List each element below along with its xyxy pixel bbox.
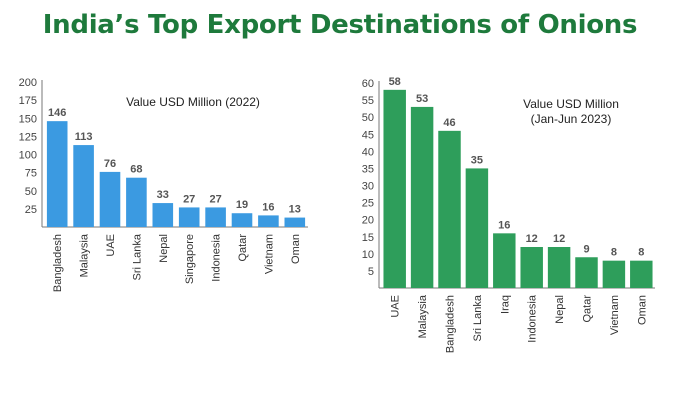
chart2-y-tick-label: 5 <box>368 266 374 278</box>
chart1-category-label: Singapore <box>184 234 196 284</box>
chart2-bar <box>438 130 461 288</box>
chart2-category-label: Bangladesh <box>445 295 457 353</box>
chart1-bar <box>284 217 306 227</box>
chart2-category-label: Oman <box>636 295 648 325</box>
chart1-category-label: Nepal <box>158 234 170 263</box>
chart2-category-label: Nepal <box>554 295 566 324</box>
chart1-data-label: 13 <box>289 204 301 216</box>
chart1-category-label: Malaysia <box>79 233 91 277</box>
chart1-bar <box>205 207 226 227</box>
chart2-category-label: Vietnam <box>609 295 621 335</box>
chart1-bar <box>178 207 200 227</box>
chart1-y-tick-label: 150 <box>19 113 37 125</box>
chart2-bar <box>465 168 489 288</box>
chart1-y-tick-label: 125 <box>19 131 37 143</box>
chart1-y-tick-label: 75 <box>25 168 37 180</box>
chart2-subtitle: (Jan-Jun 2023) <box>531 112 612 126</box>
chart2-data-label: 8 <box>611 247 617 259</box>
chart2-y-tick-label: 45 <box>362 129 374 141</box>
chart2-y-tick-label: 30 <box>362 181 374 193</box>
chart2-bar <box>493 233 516 288</box>
chart1-category-label: Qatar <box>237 234 249 262</box>
chart2-y-tick-label: 60 <box>362 78 374 90</box>
chart2-bar <box>575 257 598 288</box>
chart2-title: Value USD Million <box>523 97 619 111</box>
chart1-category-label: Indonesia <box>211 233 223 282</box>
chart2-data-label: 35 <box>471 154 483 166</box>
page-title: India’s Top Export Destinations of Onion… <box>42 10 638 40</box>
chart2-category-label: Indonesia <box>527 294 539 343</box>
chart2-data-label: 16 <box>498 219 510 231</box>
chart2-category-label: Iraq <box>499 295 511 314</box>
chart2-bar <box>602 260 626 288</box>
chart1-y-tick-label: 50 <box>25 186 37 198</box>
chart2-data-label: 12 <box>553 233 565 245</box>
chart1-data-label: 27 <box>183 193 195 205</box>
chart1-bar <box>46 121 68 227</box>
chart2-y-tick-label: 40 <box>362 146 374 158</box>
chart2-data-label: 12 <box>526 233 538 245</box>
chart1-y-tick-label: 25 <box>25 204 37 216</box>
chart2-y-tick-label: 25 <box>362 198 374 210</box>
chart2-category-label: UAE <box>390 295 402 318</box>
chart2-bar <box>547 247 571 288</box>
chart2-bar <box>520 247 543 288</box>
chart1-bar <box>258 215 279 227</box>
chart2-bar <box>630 260 653 288</box>
chart1-data-label: 76 <box>104 158 116 170</box>
chart2-y-tick-label: 55 <box>362 95 374 107</box>
chart2-y-tick-label: 35 <box>362 163 374 175</box>
chart2-data-label: 8 <box>638 247 644 259</box>
chart2-data-label: 53 <box>416 93 428 105</box>
chart2-y-tick-label: 20 <box>362 215 374 227</box>
chart2-data-label: 46 <box>443 117 455 129</box>
chart2-y-tick-label: 50 <box>362 112 374 124</box>
chart1-category-label: Sri Lanka <box>131 233 143 280</box>
chart1-y-tick-label: 200 <box>19 77 37 89</box>
chart1-data-label: 27 <box>209 193 221 205</box>
chart2-data-label: 9 <box>583 243 589 255</box>
chart1-bar <box>152 203 174 227</box>
chart1-bar <box>231 213 253 227</box>
chart1-data-label: 113 <box>75 131 93 143</box>
chart2-category-label: Sri Lanka <box>472 294 484 341</box>
chart1-data-label: 68 <box>130 164 142 176</box>
chart1-category-label: Oman <box>290 234 302 264</box>
chart1-category-label: Vietnam <box>263 234 275 274</box>
chart2-data-label: 58 <box>389 76 401 88</box>
chart1-data-label: 33 <box>157 189 169 201</box>
chart1-data-label: 16 <box>262 201 274 213</box>
chart2-y-tick-label: 10 <box>362 249 374 261</box>
chart2-bar <box>383 89 406 288</box>
chart1-bar <box>73 145 94 227</box>
chart2-bar <box>410 106 434 289</box>
chart1-category-label: UAE <box>105 234 117 257</box>
chart1-y-tick-label: 100 <box>19 150 37 162</box>
chart1-category-label: Bangladesh <box>52 234 64 292</box>
chart1-title: Value USD Million (2022) <box>126 95 260 109</box>
chart1-bar <box>99 171 121 227</box>
chart1-data-label: 19 <box>236 199 248 211</box>
chart1-y-tick-label: 175 <box>19 95 37 107</box>
chart1-data-label: 146 <box>48 107 66 119</box>
chart2-category-label: Malaysia <box>417 294 429 338</box>
chart1-bar <box>126 177 147 227</box>
chart2-category-label: Qatar <box>582 295 594 323</box>
chart2-y-tick-label: 15 <box>362 232 374 244</box>
